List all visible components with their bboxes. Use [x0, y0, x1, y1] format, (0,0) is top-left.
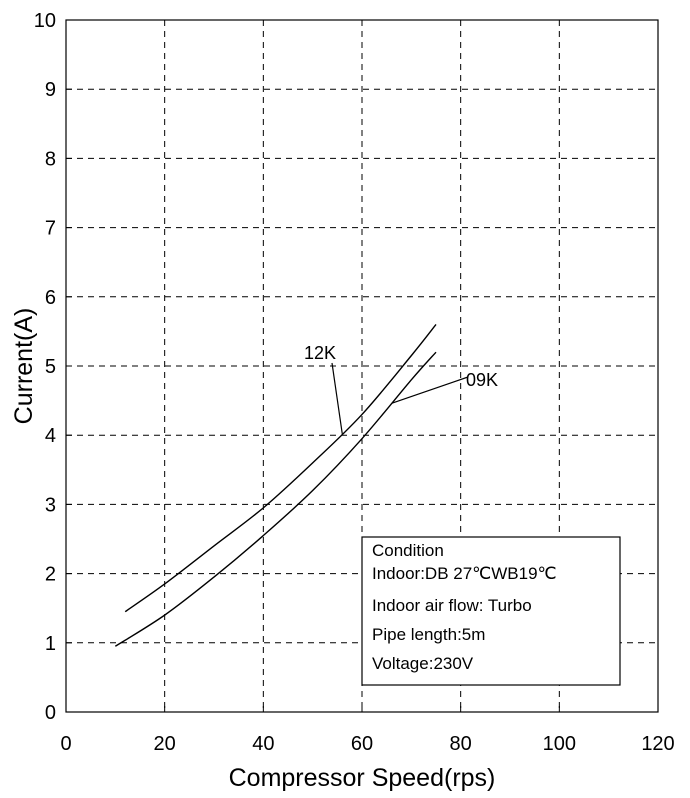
x-tick-label: 60: [351, 733, 373, 755]
annotation-leader-09k: [391, 376, 469, 404]
condition-box: Condition Indoor:DB 27℃WB19℃ Indoor air …: [361, 536, 621, 686]
annotation-label-12k: 12K: [304, 343, 336, 363]
y-tick-label: 9: [45, 79, 56, 101]
x-tick-label: 0: [60, 733, 71, 755]
x-tick-label: 120: [641, 733, 674, 755]
y-tick-label: 2: [45, 564, 56, 586]
condition-pipe-length: Pipe length:5m: [372, 625, 485, 644]
annotation-leader-12k: [331, 362, 343, 434]
y-tick-label: 8: [45, 148, 56, 170]
condition-title: Condition: [372, 541, 444, 560]
x-tick-label: 100: [543, 733, 576, 755]
x-tick-label: 20: [154, 733, 176, 755]
series-lines: [114, 324, 437, 647]
y-tick-label: 7: [45, 218, 56, 240]
tick-labels: 0 20 40 60 80 100 120 0 1 2 3 4 5 6 7 8 9 10: [34, 10, 675, 755]
y-tick-label: 5: [45, 356, 56, 378]
condition-indoor-temp: Indoor:DB 27℃WB19℃: [372, 564, 557, 583]
y-tick-label: 4: [45, 425, 56, 447]
x-tick-label: 80: [450, 733, 472, 755]
y-tick-label: 10: [34, 10, 56, 32]
condition-air-flow: Indoor air flow: Turbo: [372, 596, 532, 615]
condition-voltage: Voltage:230V: [372, 654, 474, 673]
condition-box-frame: [361, 536, 621, 686]
y-tick-label: 1: [45, 633, 56, 655]
y-tick-label: 6: [45, 287, 56, 309]
series-line-12k: [124, 324, 437, 613]
y-axis-label: Current(A): [10, 308, 38, 425]
y-tick-label: 0: [45, 702, 56, 724]
series-line-09k: [114, 351, 437, 647]
annotation-label-09k: 09K: [466, 370, 498, 390]
series-annotations: 12K 09K: [304, 343, 498, 434]
y-tick-label: 3: [45, 494, 56, 516]
x-tick-label: 40: [252, 733, 274, 755]
x-axis-label: Compressor Speed(rps): [229, 764, 496, 792]
